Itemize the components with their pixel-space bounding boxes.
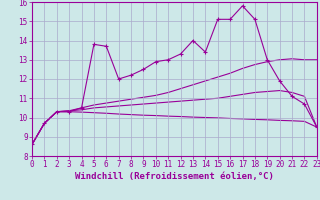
X-axis label: Windchill (Refroidissement éolien,°C): Windchill (Refroidissement éolien,°C) xyxy=(75,172,274,181)
